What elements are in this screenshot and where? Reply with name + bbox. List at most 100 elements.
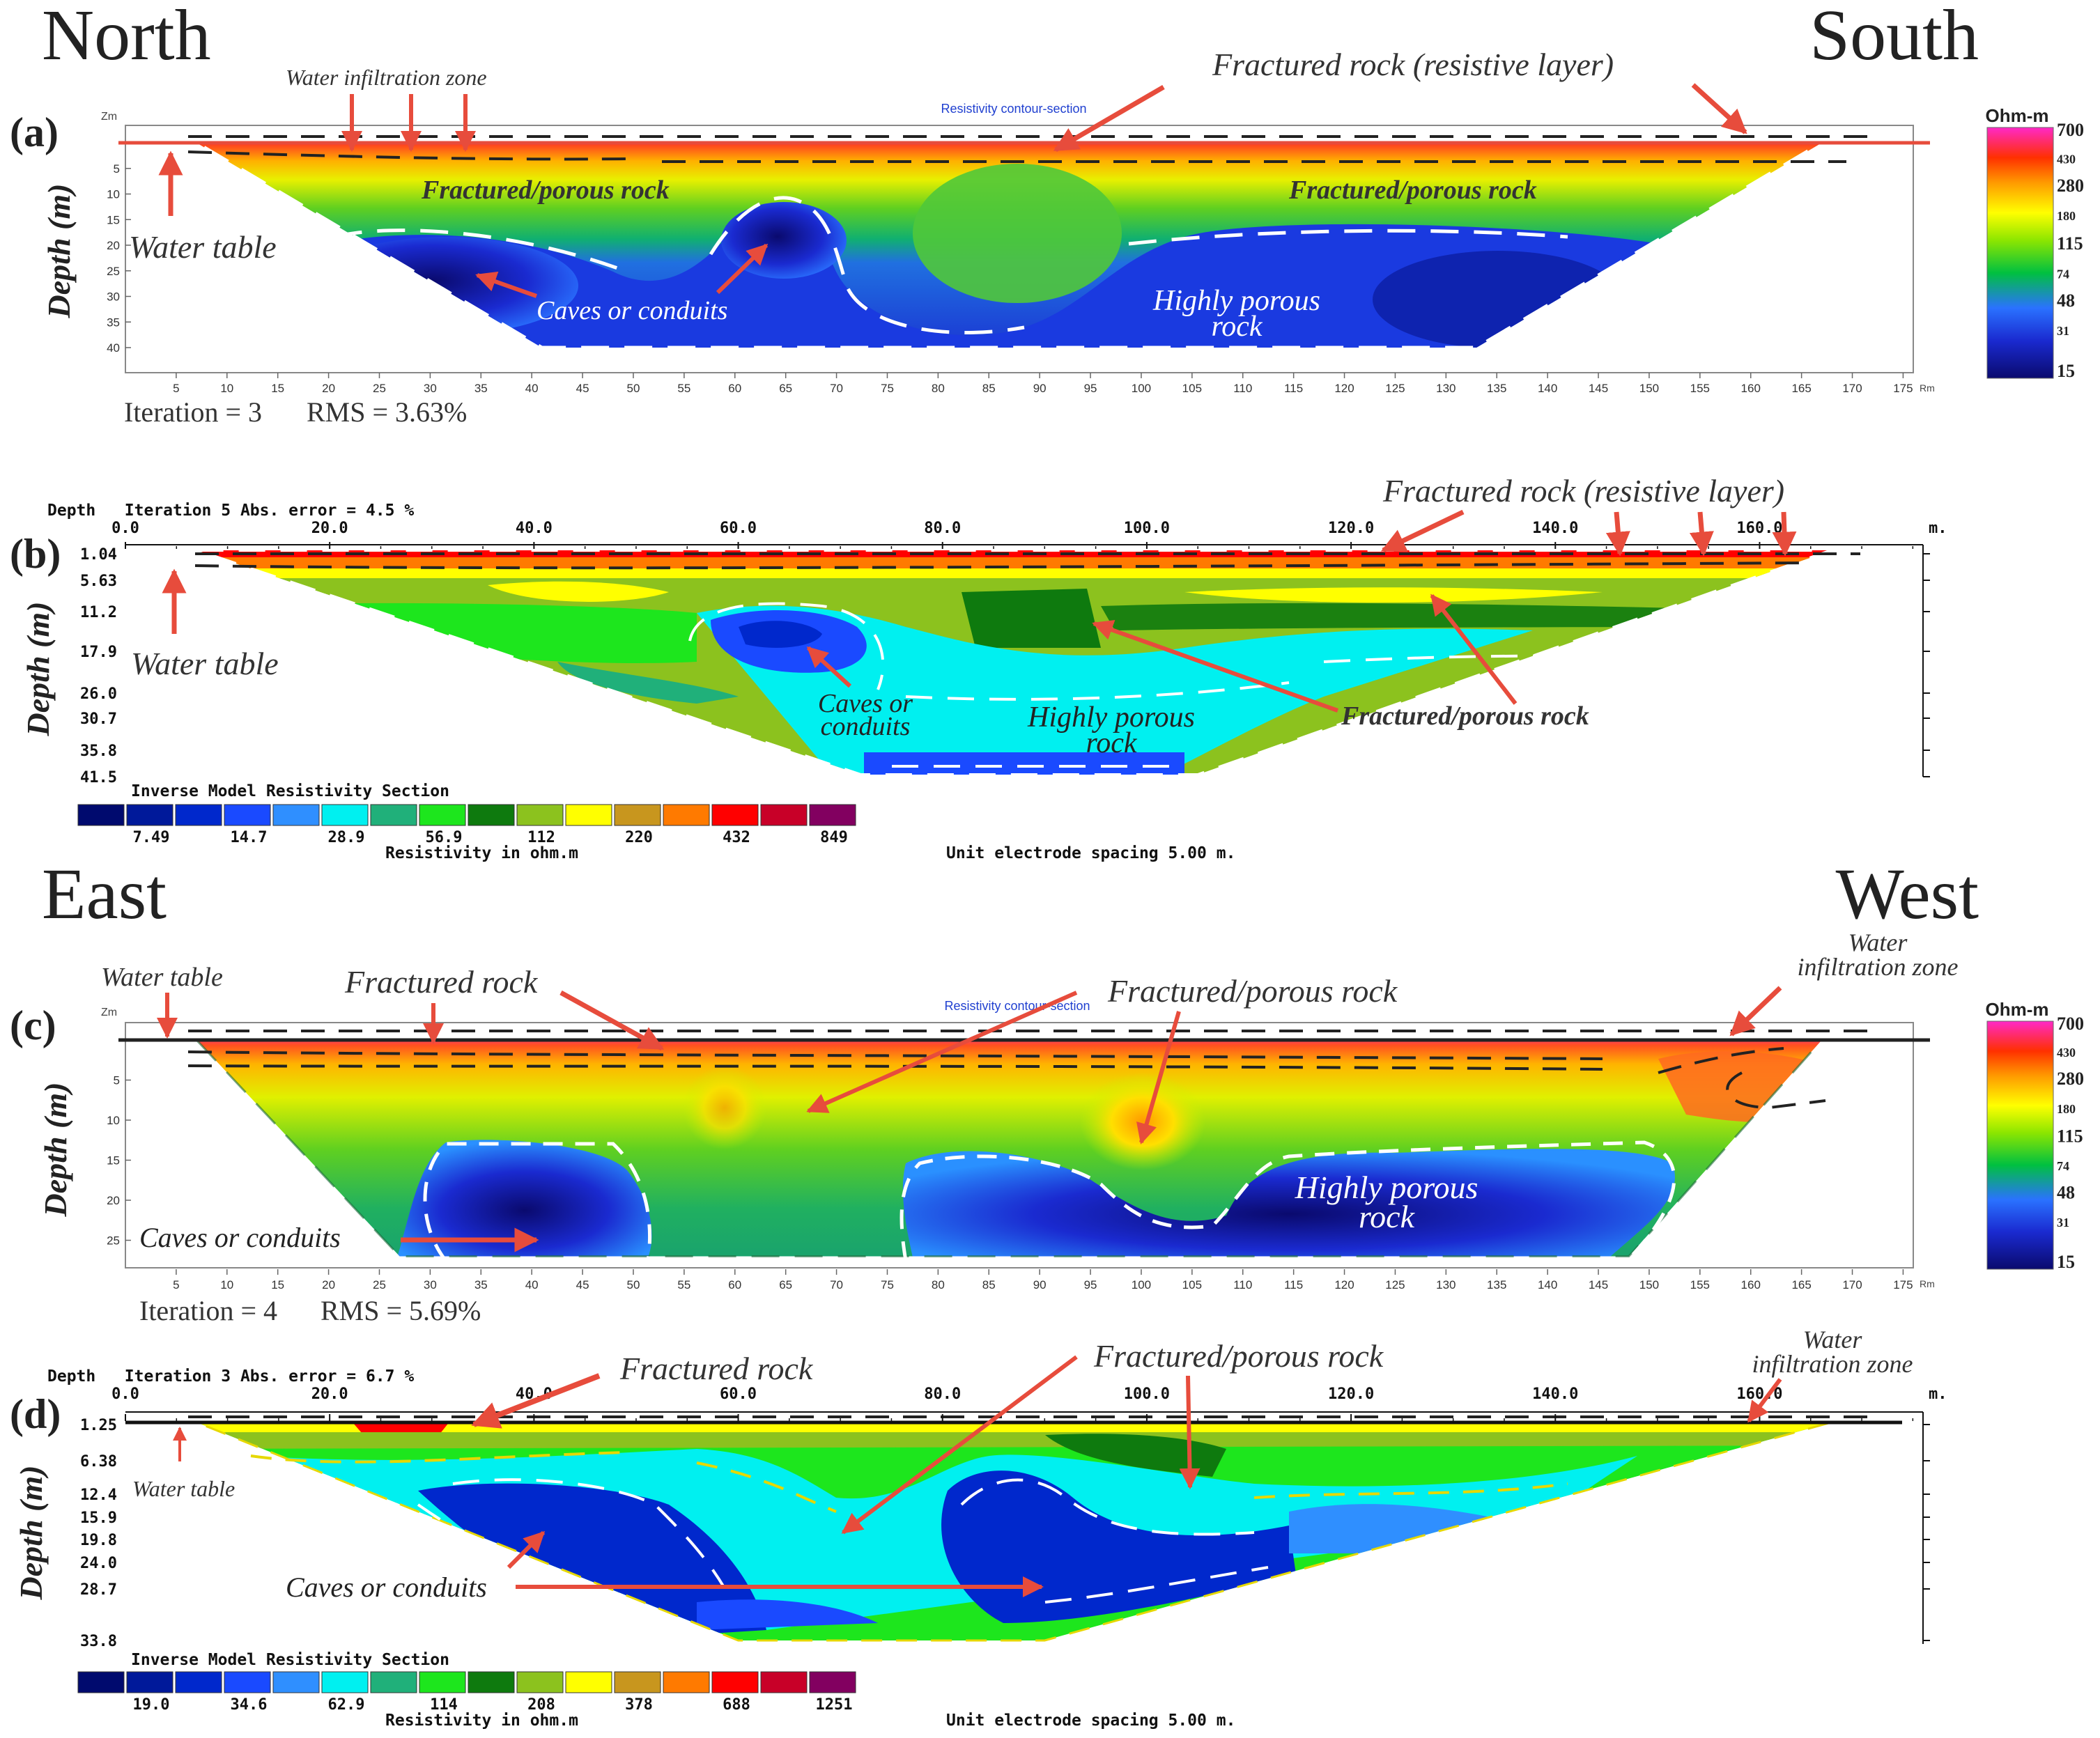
legend-value: 14.7	[231, 829, 268, 846]
legend-value: 849	[820, 829, 848, 846]
panel-c-arrow-porous-1	[806, 991, 1078, 1113]
panel-a-frame	[125, 125, 1914, 373]
y-tick-label: 20	[107, 1194, 120, 1207]
x-tick-label: 5	[173, 382, 179, 395]
x-tick-label: 20	[322, 1278, 335, 1291]
panel-a-ann-fractured-resistive: Fractured rock (resistive layer)	[1212, 47, 1614, 82]
legend-value: 220	[625, 829, 653, 846]
y-tick-label: 40	[107, 341, 120, 355]
x-tick-label: 115	[1284, 1278, 1303, 1291]
panel-d-section	[196, 1422, 1832, 1640]
panel-c-scale-bar	[1986, 1021, 2054, 1270]
panel-c-ann-infiltration-1: Water	[1848, 929, 1908, 956]
legend-swatch	[419, 1671, 466, 1693]
panel-c-y-label: Depth (m)	[38, 1083, 73, 1218]
panel-d: (d) Depth Iteration 3 Abs. error = 6.7 %…	[10, 1326, 1947, 1730]
x-tick-label: 85	[982, 382, 996, 395]
panel-c-rms: RMS = 5.69%	[321, 1295, 481, 1326]
legend-swatch	[224, 804, 271, 826]
heading-south: South	[1809, 0, 1979, 75]
colorbar-tick-label: 74	[2057, 1159, 2069, 1173]
panel-c-letter: (c)	[10, 1002, 56, 1048]
legend-swatch	[224, 1671, 271, 1693]
panel-d-x-ticks: 0.0 20.0 40.0 60.0 80.0 100.0 120.0 140.0 160.0	[111, 1386, 1914, 1421]
panel-c-yellow-anomaly	[1080, 1073, 1205, 1170]
panel-c-ann-fractured-porous: Fractured/porous rock	[1107, 973, 1398, 1009]
legend-swatch	[663, 1671, 710, 1693]
y-tick-label: 25	[107, 265, 120, 278]
legend-value: 1251	[816, 1696, 853, 1714]
x-tick-label: 60.0	[720, 1386, 757, 1403]
x-tick-label: 110	[1233, 1278, 1252, 1291]
x-tick-label: 60	[728, 382, 741, 395]
x-tick-label: 160.0	[1736, 520, 1782, 537]
x-tick-label: 130	[1436, 382, 1456, 395]
legend-swatch	[565, 804, 612, 826]
panel-c-yellow-anomaly-2	[683, 1066, 766, 1149]
panel-d-arrow-porous-1	[841, 1355, 1078, 1535]
panel-b-letter: (b)	[10, 531, 61, 577]
panel-b-ann-fractured-resistive: Fractured rock (resistive layer)	[1382, 473, 1784, 509]
panel-c-dashed-contours	[423, 1140, 1676, 1262]
x-tick-label: 35	[474, 382, 488, 395]
panel-d-bottom-blue	[697, 1599, 878, 1630]
y-tick-label: 30.7	[80, 711, 117, 728]
x-tick-label: 160	[1741, 1278, 1761, 1291]
x-tick-label: 120.0	[1328, 1386, 1374, 1403]
y-tick-label: 35.8	[80, 743, 117, 760]
x-tick-label: 60	[728, 1278, 741, 1291]
legend-swatch	[468, 804, 515, 826]
panel-a-scale-bar	[1986, 127, 2054, 379]
panel-b-legend-ticks: 7.49 14.7 28.9 56.9 112 220 432 849	[133, 829, 848, 846]
colorbar-tick-label: 15	[2057, 1252, 2075, 1272]
y-tick-label: 19.8	[80, 1532, 117, 1549]
panel-c-surface-dashes	[187, 1030, 1867, 1110]
panel-a-dashed-contours	[334, 196, 1568, 334]
panel-a-ann-fractured-porous-2: Fractured/porous rock	[1288, 176, 1537, 205]
panel-a-software-title: Resistivity contour-section	[941, 102, 1086, 116]
panel-c-arrow-fractured-2	[559, 990, 665, 1051]
legend-swatch	[419, 804, 466, 826]
legend-swatch	[711, 804, 759, 826]
x-tick-label: 155	[1690, 382, 1710, 395]
x-tick-label: 20.0	[311, 1386, 348, 1403]
panel-a-arrow-caves-1	[475, 271, 537, 298]
panel-c-y-ticks: 5 10 15 20 25	[107, 1074, 131, 1248]
panel-b-section	[196, 550, 1832, 775]
panel-d-dashed-contours	[417, 1478, 1269, 1604]
x-tick-label: 70	[830, 1278, 843, 1291]
legend-value: 19.0	[133, 1696, 170, 1714]
legend-swatch	[516, 1671, 564, 1693]
panel-d-header: Depth Iteration 3 Abs. error = 6.7 %	[47, 1367, 414, 1386]
colorbar-tick-label: 280	[2057, 1069, 2084, 1089]
panel-a-y-ticks: 5 10 15 20 25 30 35 40	[107, 162, 131, 355]
panel-b-header: Depth Iteration 5 Abs. error = 4.5 %	[47, 502, 414, 520]
x-tick-label: 40.0	[516, 520, 553, 537]
x-tick-label: 100	[1132, 382, 1151, 395]
panel-a-bottom-dark	[125, 352, 1913, 373]
y-tick-label: 20	[107, 239, 120, 252]
x-tick-label: 125	[1385, 382, 1405, 395]
legend-value: 378	[625, 1696, 653, 1714]
x-tick-label: 150	[1639, 1278, 1659, 1291]
colorbar-tick-label: 180	[2057, 209, 2076, 223]
panel-a-arrow-caves-2	[716, 243, 769, 295]
legend-swatch	[370, 804, 417, 826]
panel-c-x-unit: Rm	[1920, 1278, 1935, 1289]
x-tick-label: 145	[1589, 382, 1608, 395]
panel-b-green-west	[209, 603, 697, 663]
panel-b-y-ticks: 1.04 5.63 11.2 17.9 26.0 30.7 35.8 41.5	[80, 546, 1930, 786]
legend-swatch	[760, 804, 808, 826]
panel-b-ann-fractured-porous: Fractured/porous rock	[1341, 701, 1589, 731]
panel-d-band-olive	[196, 1432, 1832, 1449]
legend-swatch	[760, 1671, 808, 1693]
x-tick-label: 20	[322, 382, 335, 395]
colorbar-tick-label: 48	[2057, 1182, 2075, 1202]
panel-c-blue-east	[902, 1149, 1675, 1257]
panel-d-legend-ticks: 19.0 34.6 62.9 114 208 378 688 1251	[133, 1696, 853, 1714]
panel-b-ann-caves-2: conduits	[821, 712, 911, 741]
legend-swatch	[175, 804, 222, 826]
x-tick-label: 105	[1182, 1278, 1202, 1291]
panel-b-teal-patch	[557, 662, 739, 704]
x-tick-label: 140	[1538, 1278, 1557, 1291]
